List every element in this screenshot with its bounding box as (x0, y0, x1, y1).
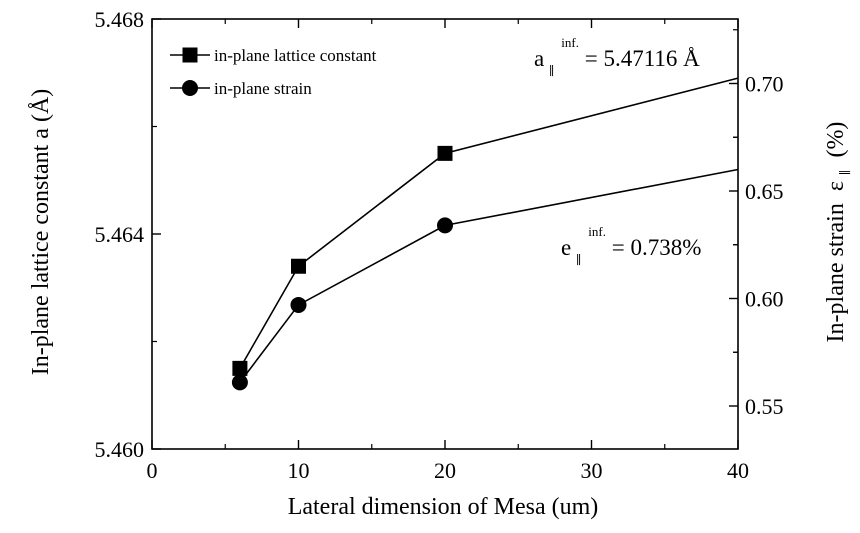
annotation-e-sub: ∥ (576, 253, 582, 267)
y-right-axis-title-text: In-plane strain (823, 203, 849, 342)
y-right-tick-label: 0.60 (745, 287, 784, 312)
y-right-tick-label: 0.55 (745, 394, 784, 419)
series-line-1 (239, 168, 739, 383)
annotation-a-text: = 5.47116 Å (585, 46, 700, 71)
y-right-axis-title-symbol: ε (823, 181, 849, 191)
annotation-e-text: = 0.738% (612, 235, 702, 260)
annotation-e-inf: e ∥ inf. = 0.738% (561, 216, 701, 269)
legend-marker-square (182, 47, 198, 63)
y-right-tick-label: 0.65 (745, 179, 784, 204)
legend-marker-circle (182, 80, 198, 96)
data-point-circle (437, 217, 453, 234)
legend-label: in-plane lattice constant (214, 46, 377, 65)
ticks: 0 10 20 30 40 5.460 5.464 5.468 0.55 0.60 0.65 0.70 (95, 7, 784, 483)
x-axis-title: Lateral dimension of Mesa (um) (288, 494, 599, 520)
y-right-axis-title-unit: (%) (823, 122, 849, 158)
annotation-a-base: a (534, 46, 544, 71)
annotation-e-sup: inf. (588, 224, 606, 239)
y-left-tick-label: 5.460 (95, 437, 145, 462)
y-right-tick-label: 0.70 (745, 72, 784, 97)
legend: in-plane lattice constant in-plane strain (170, 46, 377, 98)
x-tick-label: 10 (288, 458, 310, 483)
data-point-square (232, 360, 248, 376)
y-right-axis-title: In-plane strain ε ∥ (%) (823, 122, 855, 343)
data-point-circle (290, 296, 307, 313)
data-point-square (437, 145, 453, 161)
x-tick-label: 30 (581, 458, 603, 483)
annotation-e-base: e (561, 235, 571, 260)
y-left-tick-label: 5.468 (95, 7, 145, 32)
y-left-tick-label: 5.464 (95, 222, 145, 247)
series (231, 77, 739, 391)
series-line-0 (239, 77, 739, 369)
y-right-axis-title-sub: ∥ (838, 170, 852, 176)
y-left-axis-title: In-plane lattice constant a (Å) (28, 89, 54, 376)
x-tick-label: 0 (147, 458, 158, 483)
legend-label: in-plane strain (214, 79, 312, 98)
data-point-circle (231, 374, 248, 391)
x-tick-label: 40 (727, 458, 749, 483)
annotation-a-inf: a ∥ inf. = 5.47116 Å (534, 27, 700, 80)
annotation-a-sup: inf. (561, 35, 579, 50)
annotation-a-sub: ∥ (549, 64, 555, 78)
data-point-square (291, 258, 306, 274)
x-tick-label: 20 (434, 458, 456, 483)
